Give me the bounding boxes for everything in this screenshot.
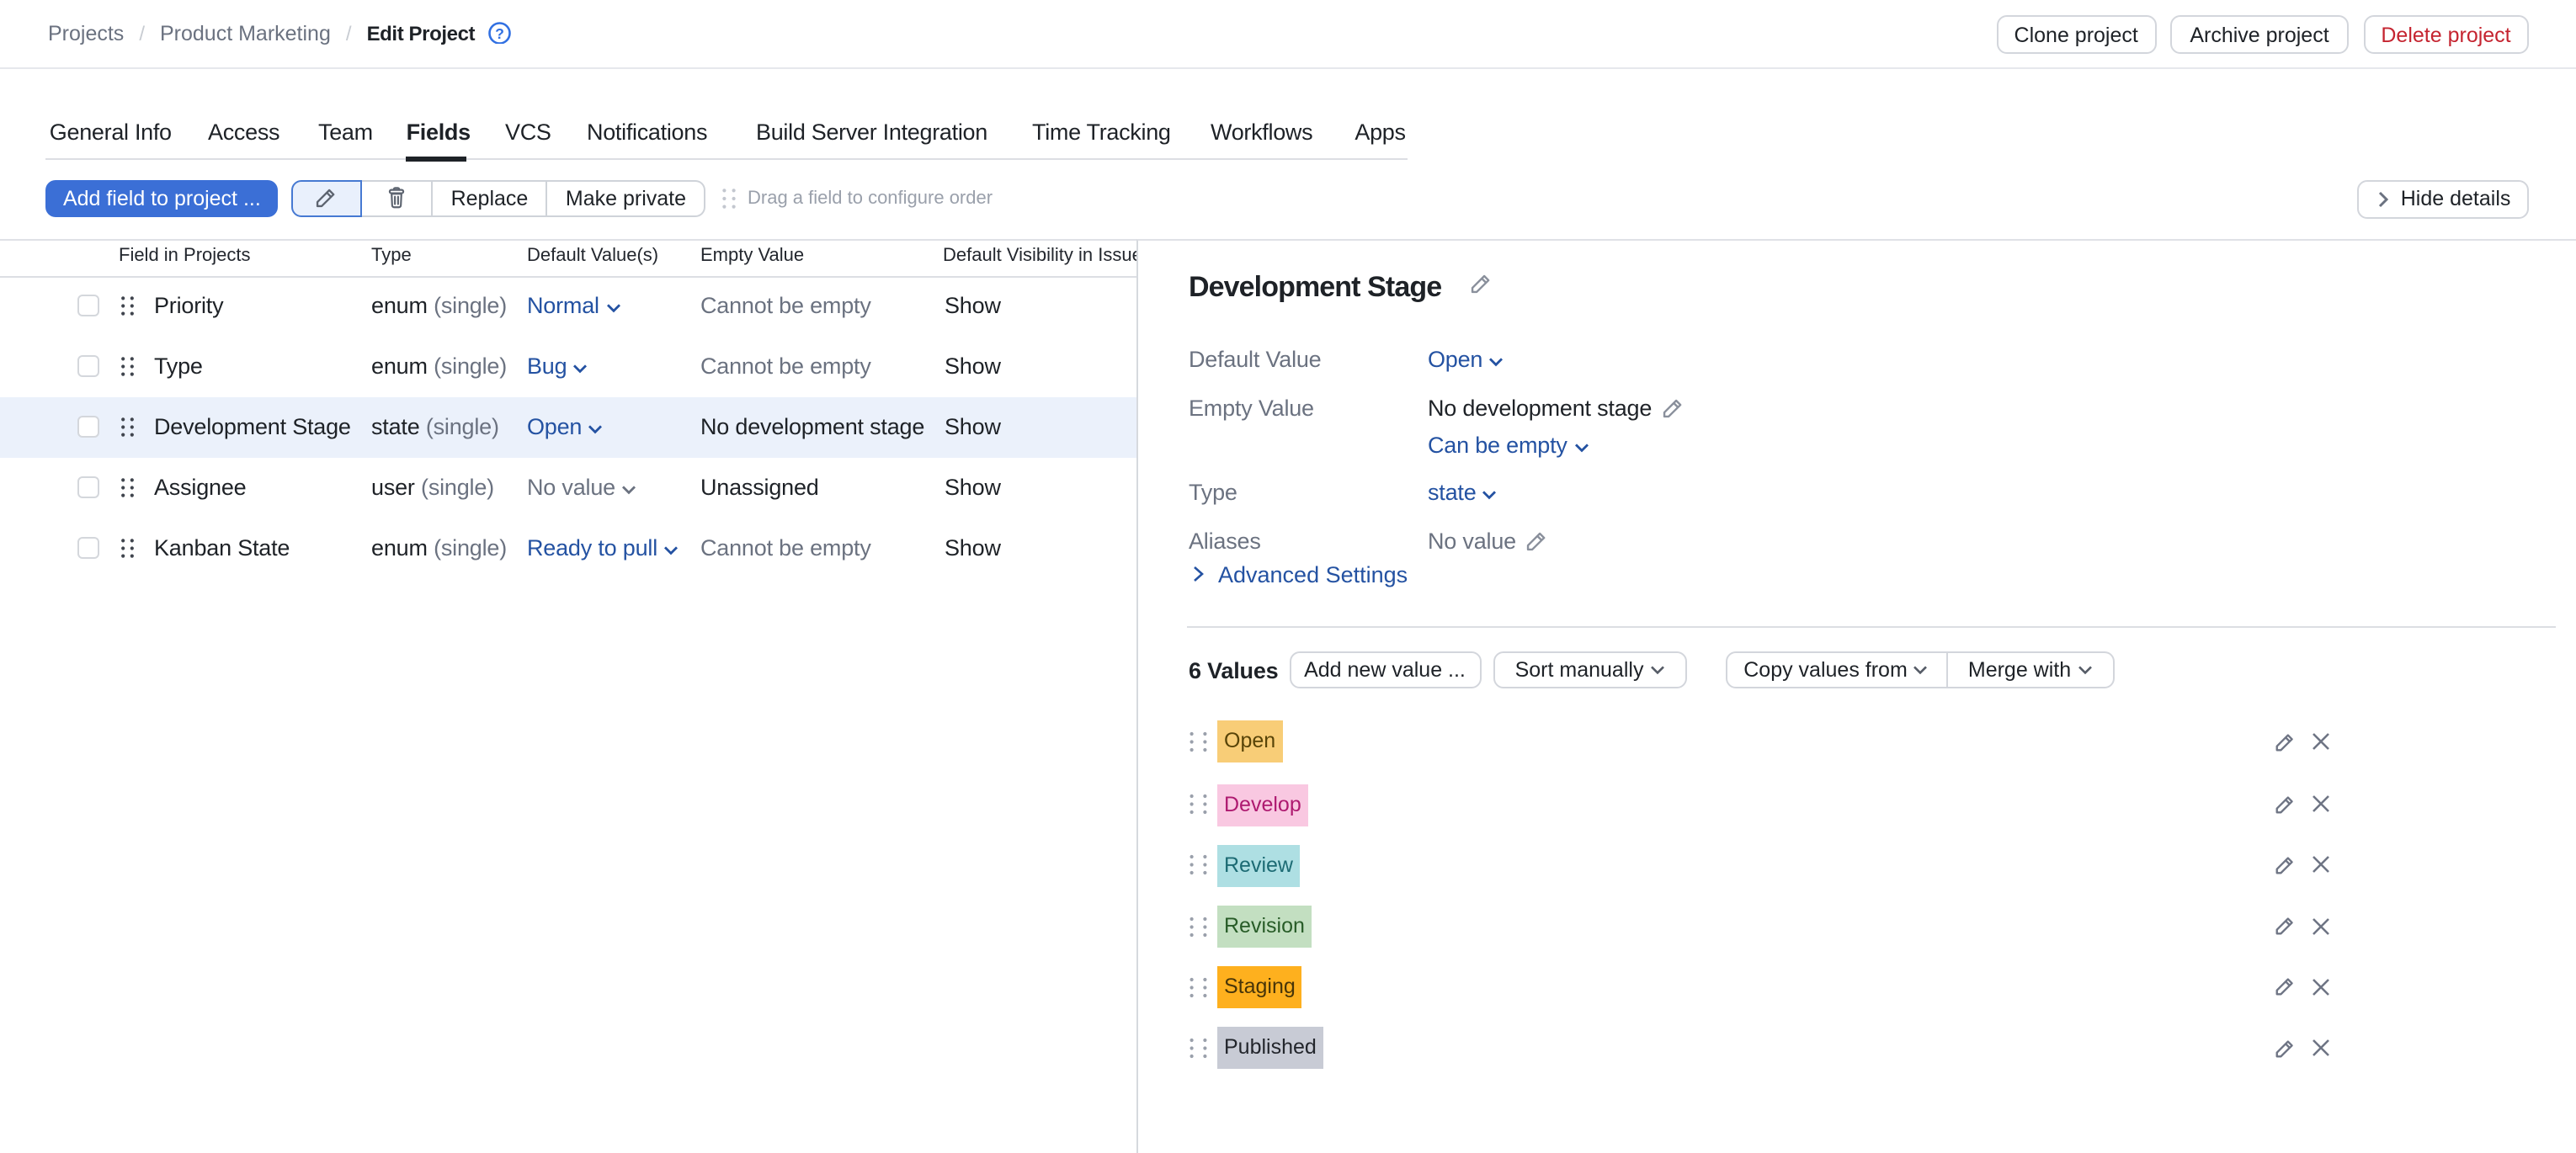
- svg-text:?: ?: [495, 24, 504, 41]
